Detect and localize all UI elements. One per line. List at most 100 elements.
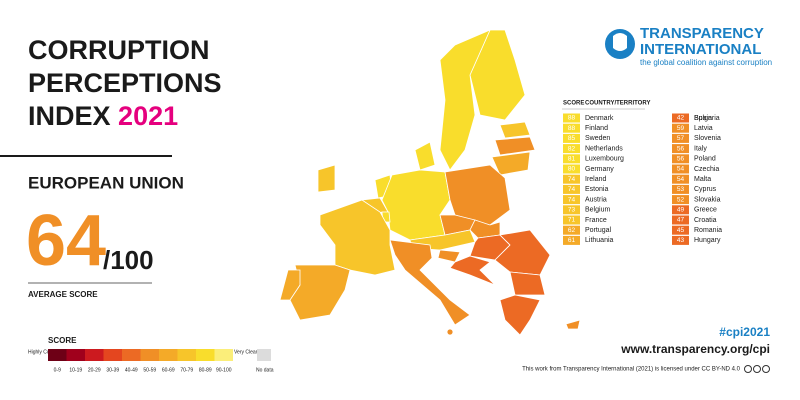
legend-swatch [214, 349, 233, 361]
average-out-of: /100 [103, 245, 154, 275]
score-cell [563, 113, 580, 123]
table: 88 Denmark 88 Finland 85 Sweden 82 Netherlands 8… [563, 113, 722, 245]
country [469, 29, 526, 121]
title-year: 2021 [118, 101, 178, 131]
title-line: INDEX 2021 [28, 101, 178, 131]
score: 54 [677, 176, 685, 183]
country [499, 121, 531, 139]
score-cell [672, 174, 689, 184]
title-line: CORRUPTION [28, 35, 210, 65]
url: www.transparency.org/cpi [620, 342, 770, 356]
title-text: INDEX [28, 101, 111, 131]
score-cell [672, 184, 689, 194]
legend-label: 60-69 [162, 367, 175, 373]
score: 62 [568, 227, 576, 234]
legend-label: 0-9 [54, 367, 61, 373]
country [279, 269, 301, 301]
country-name: Slovenia [694, 135, 721, 142]
score-cell [672, 154, 689, 164]
score: 88 [568, 115, 576, 122]
country-name: Austria [585, 196, 607, 203]
logo-tagline: the global coalition against corruption [640, 58, 772, 67]
country-name: Lithuania [585, 237, 614, 244]
score: 74 [568, 196, 576, 203]
country-name: Croatia [694, 217, 717, 224]
legend-label: 10-19 [69, 367, 82, 373]
legend-label: 90-100 [216, 367, 232, 373]
cc-icon [762, 365, 770, 373]
score: 82 [568, 145, 576, 152]
country-name: Latvia [694, 125, 713, 132]
legend-no-data: No data [256, 367, 274, 373]
score: 80 [568, 166, 576, 173]
country [444, 164, 511, 226]
country-name: Germany [585, 166, 614, 173]
legend-swatch [48, 349, 67, 361]
country-name: Hungary [694, 237, 721, 244]
table-header: SCORE [563, 101, 584, 107]
country [509, 271, 546, 296]
score-cell [563, 235, 580, 245]
score-cell [672, 113, 689, 123]
country-name: Sweden [585, 135, 610, 142]
score: 85 [568, 135, 576, 142]
legend-title: SCORE [48, 336, 77, 345]
legend-high: Very Clean [234, 349, 259, 355]
score-cell [563, 225, 580, 235]
legend-low: Highly Corrupt [28, 349, 61, 355]
country-name: Poland [694, 156, 716, 163]
legend-label: 20-29 [88, 367, 101, 373]
country [491, 151, 531, 176]
score-cell [672, 215, 689, 225]
logo-icon [613, 33, 627, 51]
country-name: France [585, 217, 607, 224]
country-name: Belgium [585, 207, 610, 214]
score-cell [563, 144, 580, 154]
legend-label: 40-49 [125, 367, 138, 373]
country-name: Slovakia [694, 196, 721, 203]
score: 56 [677, 156, 685, 163]
score-cell [563, 215, 580, 225]
country-name: Malta [694, 176, 711, 183]
score: 73 [568, 207, 576, 214]
score: 54 [677, 166, 685, 173]
score-cell [563, 184, 580, 194]
average-score: 64 [26, 201, 106, 281]
legend-swatch [177, 349, 196, 361]
score-cell [563, 133, 580, 143]
logo-text: TRANSPARENCY [640, 25, 764, 42]
score-cell [672, 225, 689, 235]
legend-swatch [140, 349, 159, 361]
score-cell [672, 123, 689, 133]
logo-text: INTERNATIONAL [640, 41, 761, 58]
score-cell [563, 154, 580, 164]
score: 74 [568, 186, 576, 193]
country-name: Cyprus [694, 186, 717, 193]
country-name: Romania [694, 227, 722, 234]
score: 43 [677, 237, 685, 244]
score: 56 [677, 145, 685, 152]
title-line: PERCEPTIONS [28, 68, 222, 98]
score: 49 [677, 207, 685, 214]
score-cell [672, 144, 689, 154]
legend-label: 30-39 [106, 367, 119, 373]
country-name: Ireland [585, 176, 607, 183]
cc-icon [744, 365, 752, 373]
score: 59 [677, 125, 685, 132]
country-name: Bulgaria [694, 115, 720, 122]
score: 71 [568, 217, 576, 224]
map [279, 29, 581, 336]
country [389, 239, 471, 326]
legend-label: 70-79 [180, 367, 193, 373]
legend-swatch [85, 349, 104, 361]
country [414, 141, 436, 171]
country [449, 255, 496, 286]
country-name: Estonia [585, 186, 608, 193]
legend-swatch [159, 349, 178, 361]
score-cell [672, 195, 689, 205]
license: This work from Transparency Internationa… [522, 367, 741, 373]
country [565, 319, 581, 330]
score-cell [563, 195, 580, 205]
country-name: Netherlands [585, 145, 623, 152]
